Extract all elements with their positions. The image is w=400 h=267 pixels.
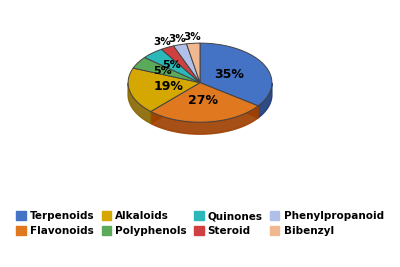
Polygon shape [145,49,200,83]
Polygon shape [151,83,200,123]
Polygon shape [151,106,258,134]
Polygon shape [151,83,200,123]
Polygon shape [200,83,258,118]
Polygon shape [128,55,272,134]
Polygon shape [174,44,200,83]
Polygon shape [186,43,200,83]
Text: 27%: 27% [188,94,218,107]
Legend: Terpenoids, Flavonoids, Alkaloids, Polyphenols, Quinones, Steroid, Phenylpropano: Terpenoids, Flavonoids, Alkaloids, Polyp… [12,207,388,240]
Text: 3%: 3% [154,37,171,47]
Text: 3%: 3% [168,34,186,44]
Polygon shape [258,83,272,118]
Polygon shape [200,43,272,106]
Polygon shape [128,83,151,123]
Text: 3%: 3% [183,32,201,42]
Polygon shape [133,57,200,83]
Text: 5%: 5% [162,60,181,70]
Polygon shape [128,68,200,111]
Polygon shape [162,46,200,83]
Text: 19%: 19% [154,80,183,93]
Text: 5%: 5% [154,66,172,76]
Polygon shape [151,83,258,122]
Text: 35%: 35% [214,68,244,81]
Polygon shape [200,83,258,118]
